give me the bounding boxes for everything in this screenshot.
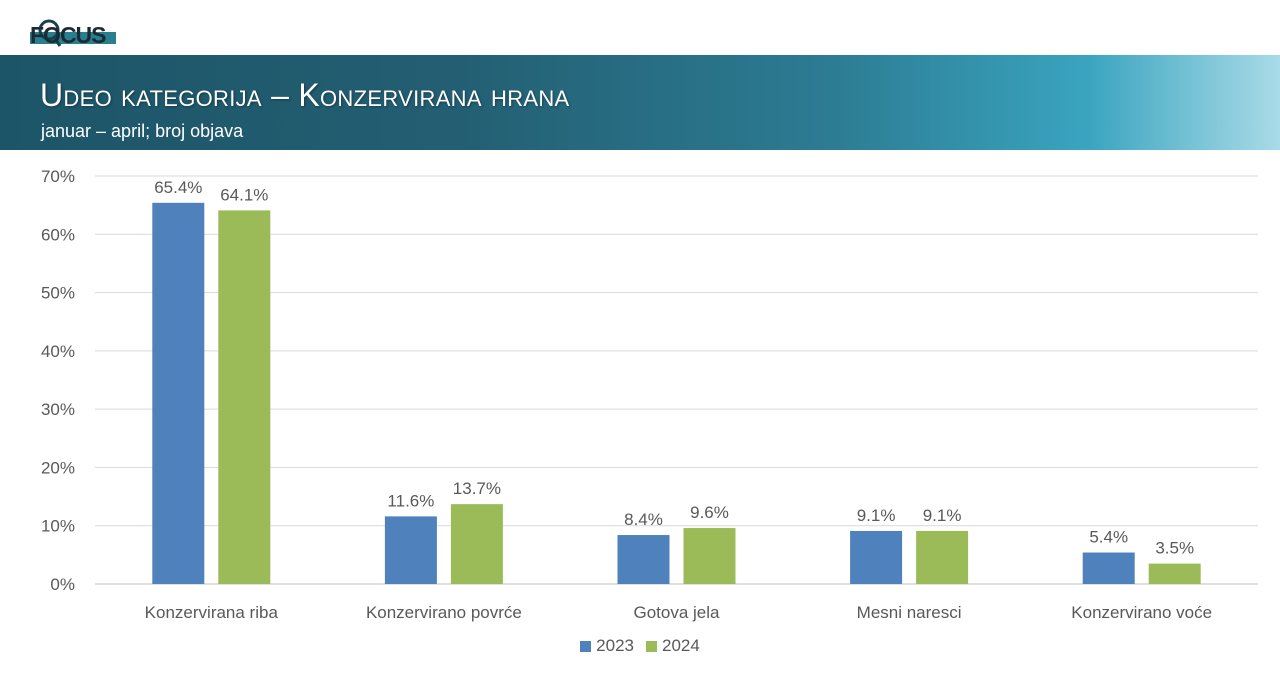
- grid-lines: [95, 175, 1258, 585]
- y-tick-label: 60%: [41, 225, 75, 244]
- legend: 2023 2024: [0, 636, 1280, 657]
- category-label: Konzervirana riba: [145, 603, 279, 622]
- page-subtitle: januar – april; broj objava: [41, 121, 244, 141]
- y-tick-label: 40%: [41, 342, 75, 361]
- legend-label: 2023: [596, 636, 634, 655]
- legend-label: 2024: [662, 636, 700, 655]
- logo-text: FOCUS: [30, 22, 106, 48]
- bar-2024-2: [683, 528, 736, 584]
- data-label: 3.5%: [1155, 539, 1194, 558]
- value-labels: 65.4% 64.1% 11.6% 13.7% 8.4% 9.6% 9.1% 9.1% 5.4%…: [154, 178, 1194, 558]
- category-label: Konzervirano voće: [1071, 603, 1212, 622]
- page-title: Udeo kategorija – Konzervirana hrana: [40, 77, 570, 113]
- y-tick-label: 0%: [50, 575, 75, 594]
- data-label: 9.6%: [690, 503, 729, 522]
- category-label: Gotova jela: [634, 603, 721, 622]
- y-tick-label: 70%: [41, 167, 75, 186]
- bar-2023-0: [152, 202, 205, 584]
- data-label: 11.6%: [387, 491, 434, 510]
- y-tick-label: 50%: [41, 284, 75, 303]
- bar-2024-4: [1148, 563, 1201, 584]
- legend-item-2024: 2024: [646, 636, 700, 656]
- bar-2024-0: [218, 210, 271, 584]
- legend-swatch: [580, 640, 592, 652]
- focus-logo-icon: FOCUS: [30, 19, 116, 48]
- data-label: 64.1%: [220, 185, 268, 204]
- y-tick-label: 30%: [41, 400, 75, 419]
- category-label: Mesni naresci: [857, 603, 962, 622]
- legend-swatch: [646, 640, 657, 652]
- data-label: 65.4%: [154, 178, 202, 197]
- bar-2023-2: [617, 535, 670, 584]
- legend-item-2023: 2023: [580, 636, 634, 656]
- bars: [152, 202, 1201, 584]
- data-label: 8.4%: [624, 510, 663, 529]
- y-tick-label: 20%: [41, 458, 75, 477]
- bar-2023-1: [384, 516, 437, 584]
- data-label: 5.4%: [1089, 528, 1128, 547]
- bar-2024-3: [916, 530, 969, 584]
- bar-2023-4: [1082, 552, 1135, 584]
- data-label: 9.1%: [923, 506, 962, 525]
- header-banner: Udeo kategorija – Konzervirana hrana jan…: [0, 55, 1280, 150]
- category-label: Konzervirano povrće: [366, 603, 522, 622]
- y-axis-ticks: 0% 10% 20% 30% 40% 50% 60% 70%: [41, 167, 75, 594]
- bar-2023-3: [850, 530, 903, 584]
- y-tick-label: 10%: [41, 517, 75, 536]
- data-label: 9.1%: [857, 506, 896, 525]
- bar-chart: 0% 10% 20% 30% 40% 50% 60% 70% 65.4% 64.1% 11.6% 1…: [41, 167, 1258, 622]
- bar-2024-1: [450, 504, 503, 584]
- data-label: 13.7%: [453, 479, 501, 498]
- category-labels: Konzervirana riba Konzervirano povrće Goto…: [145, 603, 1212, 622]
